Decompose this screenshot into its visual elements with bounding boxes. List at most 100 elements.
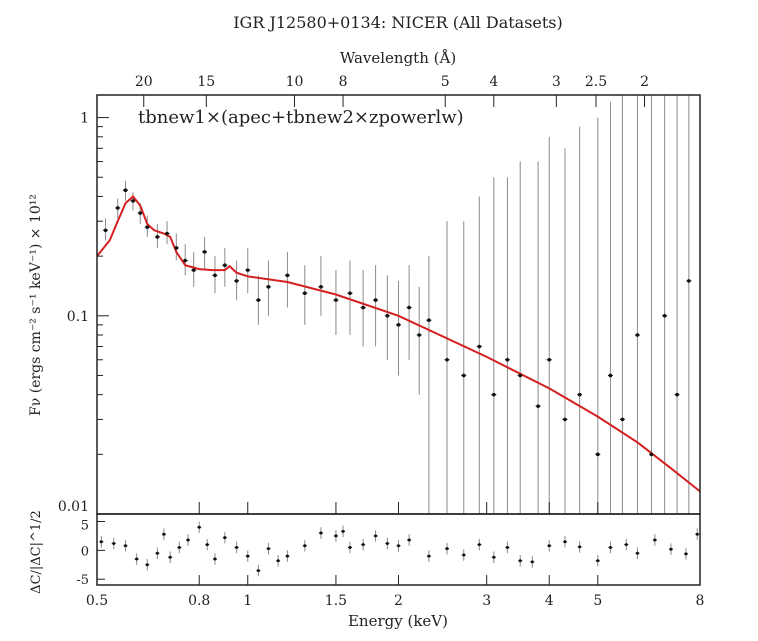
resid-point [374,534,378,538]
data-point [234,279,239,283]
resid-y-tick-label: 5 [81,519,89,534]
resid-point [186,538,190,542]
resid-point [334,534,338,538]
data-point [595,452,600,457]
y-tick-label: 0.1 [67,309,89,325]
data-point [131,199,135,203]
data-point [427,318,431,323]
data-point [547,357,552,362]
resid-point [407,538,411,542]
resid-point [695,532,699,536]
top-tick-label: 5 [441,74,450,90]
resid-point [624,543,628,547]
x-tick-label: 1.5 [325,593,347,609]
x-tick-label: 2 [394,593,403,609]
data-point [675,392,679,397]
resid-point [563,540,567,544]
top-tick-label: 10 [286,74,304,90]
top-tick-label: 8 [339,74,348,90]
model-label: tbnew1×(apec+tbnew2×zpowerlw) [138,107,464,128]
resid-point [266,547,270,551]
resid-point [168,555,172,559]
data-point [417,333,422,337]
data-point [266,285,271,289]
resid-point [177,545,181,549]
resid-point [477,543,481,547]
x-tick-label: 8 [696,593,705,609]
resid-point [361,543,365,547]
resid-point [653,538,657,542]
resid-point [123,544,127,548]
resid-point [256,569,260,573]
data-point [213,273,217,278]
resid-point [348,545,352,549]
resid-point [547,544,551,548]
data-point [396,323,401,327]
y-tick-label: 0.01 [58,499,89,515]
top-tick-label: 3 [552,74,561,90]
resid-point [213,557,217,561]
resid-point [608,545,612,549]
data-point [477,344,482,349]
resid-point [155,551,159,555]
resid-point [385,541,389,545]
data-point [505,357,510,362]
data-point [202,250,207,254]
resid-point [319,531,323,535]
resid-point [427,554,431,558]
resid-y-tick-label: -5 [76,573,89,588]
data-point [285,273,290,278]
data-point [145,225,150,229]
data-point [256,298,261,302]
resid-point [462,553,466,557]
resid-point [684,552,688,556]
x-axis-label: Energy (keV) [348,612,448,630]
data-point [407,305,411,310]
data-point [245,268,250,272]
resid-point [530,560,534,564]
resid-point [596,559,600,563]
data-point [635,333,640,337]
data-point [620,417,625,422]
top-tick-label: 2.5 [585,74,607,90]
resid-point [518,559,522,563]
data-point [123,188,128,193]
data-point [138,211,143,215]
top-tick-label: 4 [489,74,498,90]
resid-point [135,557,139,561]
data-point [183,258,187,263]
resid-point [578,545,582,549]
data-point [115,206,120,210]
resid-point [397,544,400,548]
data-point [334,298,338,302]
x-tick-label: 0.8 [188,593,210,609]
data-point [373,298,378,302]
resid-point [99,540,103,544]
data-point [191,268,196,272]
data-point [518,373,523,378]
data-point [155,235,160,239]
resid-point [197,525,201,529]
resid-y-axis-label: ΔC/|ΔC|^1/2 [29,510,44,594]
resid-y-tick-label: 0 [81,544,89,559]
data-point [385,313,390,318]
data-point [361,305,365,310]
resid-point [235,545,239,549]
data-point [461,373,466,378]
resid-point [246,554,250,558]
data-point [319,285,323,289]
top-tick-label: 2 [640,74,649,90]
resid-point [445,547,449,551]
top-tick-label: 20 [135,74,153,90]
data-point [445,357,449,362]
data-point [608,373,613,378]
x-tick-label: 1 [243,593,252,609]
resid-point [145,563,149,567]
x-tick-label: 4 [545,593,554,609]
top-tick-label: 15 [197,74,215,90]
resid-point [341,529,345,533]
data-point [223,263,227,267]
data-point [103,228,108,233]
resid-point [505,545,509,549]
